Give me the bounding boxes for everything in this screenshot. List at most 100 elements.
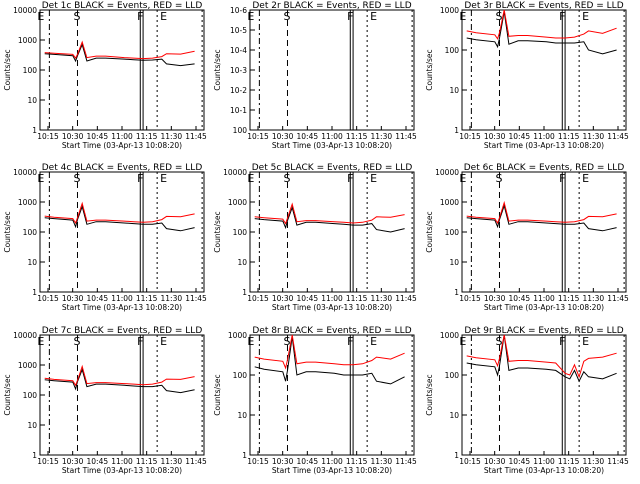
y-axis-label: Counts/sec (425, 211, 434, 252)
y-tick-label: 100 (233, 371, 248, 380)
x-tick-label: 11:00 (321, 132, 343, 141)
x-tick-label: 11:00 (533, 132, 555, 141)
y-axis-label: Counts/sec (213, 211, 222, 252)
chart-title: Det 6c BLACK = Events, RED = LLD (464, 163, 625, 173)
y-tick-label: 1 (242, 451, 247, 460)
y-axis-label: Counts/sec (3, 211, 12, 252)
marker-label: E (160, 172, 167, 185)
y-tick-label: 1000 (440, 6, 459, 15)
x-tick-label: 11:15 (346, 294, 368, 303)
x-axis-label: Start Time (03-Apr-13 10:08:20) (484, 303, 604, 312)
marker-label: E (37, 335, 44, 348)
y-axis-label: Counts/sec (213, 49, 222, 90)
x-tick-label: 11:45 (607, 457, 629, 466)
x-tick-label: 10:30 (484, 132, 506, 141)
x-tick-label: 11:00 (321, 294, 343, 303)
marker-label: E (459, 10, 466, 23)
chart-panel-4: Det 4c BLACK = Events, RED = LLD Counts/s… (3, 163, 207, 312)
x-tick-label: 10:15 (37, 457, 59, 466)
series-line-lld (44, 201, 195, 225)
y-tick-label: 1000 (18, 361, 37, 370)
series-line-events (466, 203, 617, 232)
chart-panel-5: Det 5c BLACK = Events, RED = LLD Counts/s… (213, 163, 417, 312)
y-axis-label: Counts/sec (213, 374, 222, 415)
x-tick-label: 11:15 (346, 457, 368, 466)
y-tick-label: 1000 (440, 331, 459, 340)
x-axis-label: Start Time (03-Apr-13 10:08:20) (62, 466, 182, 475)
x-axis-label: Start Time (03-Apr-13 10:08:20) (272, 466, 392, 475)
x-tick-label: 10:45 (509, 132, 531, 141)
marker-label: E (370, 172, 377, 185)
x-tick-label: 10:45 (87, 457, 109, 466)
plot-frame (461, 171, 627, 293)
marker-label: E (370, 10, 377, 23)
marker-label: S (495, 335, 502, 348)
x-tick-label: 11:15 (558, 457, 580, 466)
marker-label: F (137, 10, 143, 23)
x-tick-label: 10:30 (484, 457, 506, 466)
plot-frame (39, 171, 205, 293)
x-tick-label: 11:45 (395, 294, 417, 303)
y-tick-label: 100 (23, 391, 38, 400)
x-tick-label: 11:15 (136, 132, 158, 141)
x-axis-label: Start Time (03-Apr-13 10:08:20) (62, 141, 182, 150)
y-tick-label: 10-6 (230, 6, 247, 15)
x-tick-label: 10:30 (62, 457, 84, 466)
series-line-events (44, 204, 195, 232)
chart-title: Det 5c BLACK = Events, RED = LLD (252, 163, 413, 173)
x-tick-label: 10:15 (37, 294, 59, 303)
y-tick-label: 100 (23, 66, 38, 75)
y-tick-label: 1 (454, 126, 459, 135)
marker-label: F (347, 335, 353, 348)
x-tick-label: 11:00 (321, 457, 343, 466)
y-axis-label: Counts/sec (3, 374, 12, 415)
chart-title: Det 9r BLACK = Events, RED = LLD (464, 326, 623, 336)
x-tick-label: 11:15 (558, 294, 580, 303)
x-tick-label: 10:30 (272, 132, 294, 141)
marker-label: E (160, 10, 167, 23)
x-tick-label: 11:15 (136, 457, 158, 466)
marker-label: F (559, 10, 565, 23)
series-line-events (254, 336, 405, 385)
chart-title: Det 3r BLACK = Events, RED = LLD (464, 1, 623, 11)
x-tick-label: 10:15 (247, 132, 269, 141)
x-tick-label: 11:30 (371, 294, 393, 303)
y-tick-label: 10-4 (230, 46, 247, 55)
x-tick-label: 10:15 (247, 294, 269, 303)
y-tick-label: 10 (237, 258, 247, 267)
series-line-events (44, 368, 195, 394)
y-tick-label: 100 (445, 228, 460, 237)
plot-frame (39, 9, 205, 131)
y-tick-label: 10000 (435, 168, 459, 177)
marker-label: S (495, 172, 502, 185)
chart-panel-6: Det 6c BLACK = Events, RED = LLD Counts/s… (425, 163, 629, 312)
chart-panel-1: Det 1c BLACK = Events, RED = LLD Counts/s… (3, 1, 207, 150)
y-tick-label: 10000 (13, 168, 37, 177)
marker-label: E (582, 10, 589, 23)
y-tick-label: 10 (237, 411, 247, 420)
marker-label: E (582, 335, 589, 348)
plot-frame (461, 9, 627, 131)
marker-label: E (247, 172, 254, 185)
chart-panel-3: Det 3r BLACK = Events, RED = LLD Counts/s… (425, 1, 629, 150)
marker-label: S (283, 335, 290, 348)
x-axis-label: Start Time (03-Apr-13 10:08:20) (484, 466, 604, 475)
x-tick-label: 11:30 (583, 294, 605, 303)
y-tick-label: 10 (449, 86, 459, 95)
x-tick-label: 10:15 (459, 132, 481, 141)
y-tick-label: 10000 (13, 6, 37, 15)
y-tick-label: 10-2 (230, 86, 247, 95)
marker-label: F (137, 172, 143, 185)
x-tick-label: 10:15 (37, 132, 59, 141)
y-axis-label: Counts/sec (425, 374, 434, 415)
marker-label: F (559, 172, 565, 185)
plot-frame (249, 9, 415, 131)
y-tick-label: 10-1 (230, 106, 247, 115)
x-tick-label: 10:30 (272, 457, 294, 466)
chart-title: Det 4c BLACK = Events, RED = LLD (42, 163, 203, 173)
x-tick-label: 11:45 (607, 294, 629, 303)
x-tick-label: 11:30 (583, 457, 605, 466)
x-axis-label: Start Time (03-Apr-13 10:08:20) (272, 141, 392, 150)
y-tick-label: 1000 (228, 198, 247, 207)
series-line-lld (254, 202, 405, 225)
